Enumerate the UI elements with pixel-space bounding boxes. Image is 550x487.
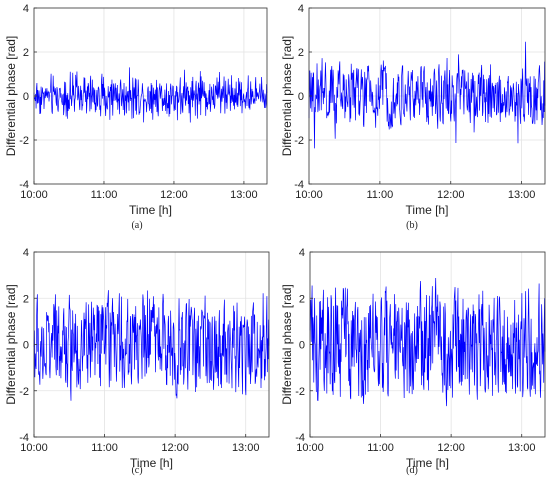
- y-axis-label: Differential phase [rad]: [280, 284, 294, 405]
- x-tick-label: 10:00: [295, 189, 323, 201]
- y-tick-label: -4: [295, 432, 305, 444]
- y-tick-label: -2: [19, 386, 29, 398]
- x-tick-label: 10:00: [20, 189, 48, 201]
- x-axis-label: Time [h]: [406, 203, 449, 217]
- x-tick-label: 12:00: [437, 189, 465, 201]
- y-tick-label: -4: [19, 432, 29, 444]
- x-tick-label: 11:00: [91, 189, 118, 201]
- panel-caption: (d): [406, 465, 418, 476]
- x-tick-label: 13:00: [508, 442, 536, 454]
- x-tick-label: 10:00: [296, 442, 324, 454]
- series-line: [33, 67, 268, 123]
- y-tick-label: -4: [294, 179, 304, 191]
- y-tick-label: 2: [298, 47, 304, 59]
- y-tick-label: -2: [295, 386, 305, 398]
- chart-panel-c: 10:00 11:00 12:00 13:00 -4 -2 0 2 4 Time [h] Diffe…: [4, 247, 270, 476]
- x-tick-label: 12:00: [437, 442, 465, 454]
- panel-caption: (b): [406, 220, 418, 231]
- x-tick-label: 13:00: [230, 189, 258, 201]
- x-tick-label: 13:00: [508, 189, 536, 201]
- y-tick-label: 0: [299, 340, 305, 352]
- x-axis-label: Time [h]: [406, 456, 449, 470]
- y-tick-label: -4: [19, 179, 29, 191]
- x-tick-label: 11:00: [91, 442, 118, 454]
- x-axis-label: Time [h]: [130, 456, 173, 470]
- x-tick-label: 13:00: [232, 442, 260, 454]
- series-line: [309, 278, 546, 407]
- y-tick-label: 4: [23, 3, 29, 15]
- chart-panel-d: 10:00 11:00 12:00 13:00 -4 -2 0 2 4 Time [h] Diffe…: [280, 247, 546, 476]
- y-tick-label: 0: [23, 91, 29, 103]
- y-tick-label: -2: [19, 135, 29, 147]
- y-tick-label: 4: [23, 247, 29, 259]
- chart-panel-b: 10:00 11:00 12:00 13:00 -4 -2 0 2 4 Time [h] Diffe…: [280, 3, 546, 231]
- chart-panel-a: 10:00 11:00 12:00 13:00 -4 -2 0 2 4 Time [h] Diffe…: [4, 3, 268, 231]
- x-tick-label: 10:00: [20, 442, 48, 454]
- y-tick-label: 4: [299, 247, 305, 259]
- y-tick-label: -2: [294, 135, 304, 147]
- x-tick-label: 11:00: [367, 189, 394, 201]
- x-tick-label: 12:00: [160, 189, 188, 201]
- y-tick-label: 2: [299, 293, 305, 305]
- y-tick-label: 2: [23, 47, 29, 59]
- panel-caption: (c): [131, 465, 142, 476]
- y-tick-label: 4: [298, 3, 304, 15]
- panel-caption: (a): [131, 220, 142, 231]
- x-tick-label: 11:00: [367, 442, 394, 454]
- y-tick-label: 0: [23, 340, 29, 352]
- y-tick-label: 2: [23, 293, 29, 305]
- y-axis-label: Differential phase [rad]: [4, 284, 18, 405]
- y-axis-label: Differential phase [rad]: [280, 36, 294, 157]
- x-axis-label: Time [h]: [129, 203, 172, 217]
- y-tick-label: 0: [298, 91, 304, 103]
- series-line: [308, 41, 546, 149]
- x-tick-label: 12:00: [161, 442, 189, 454]
- y-axis-label: Differential phase [rad]: [4, 36, 18, 157]
- series-line: [33, 290, 270, 401]
